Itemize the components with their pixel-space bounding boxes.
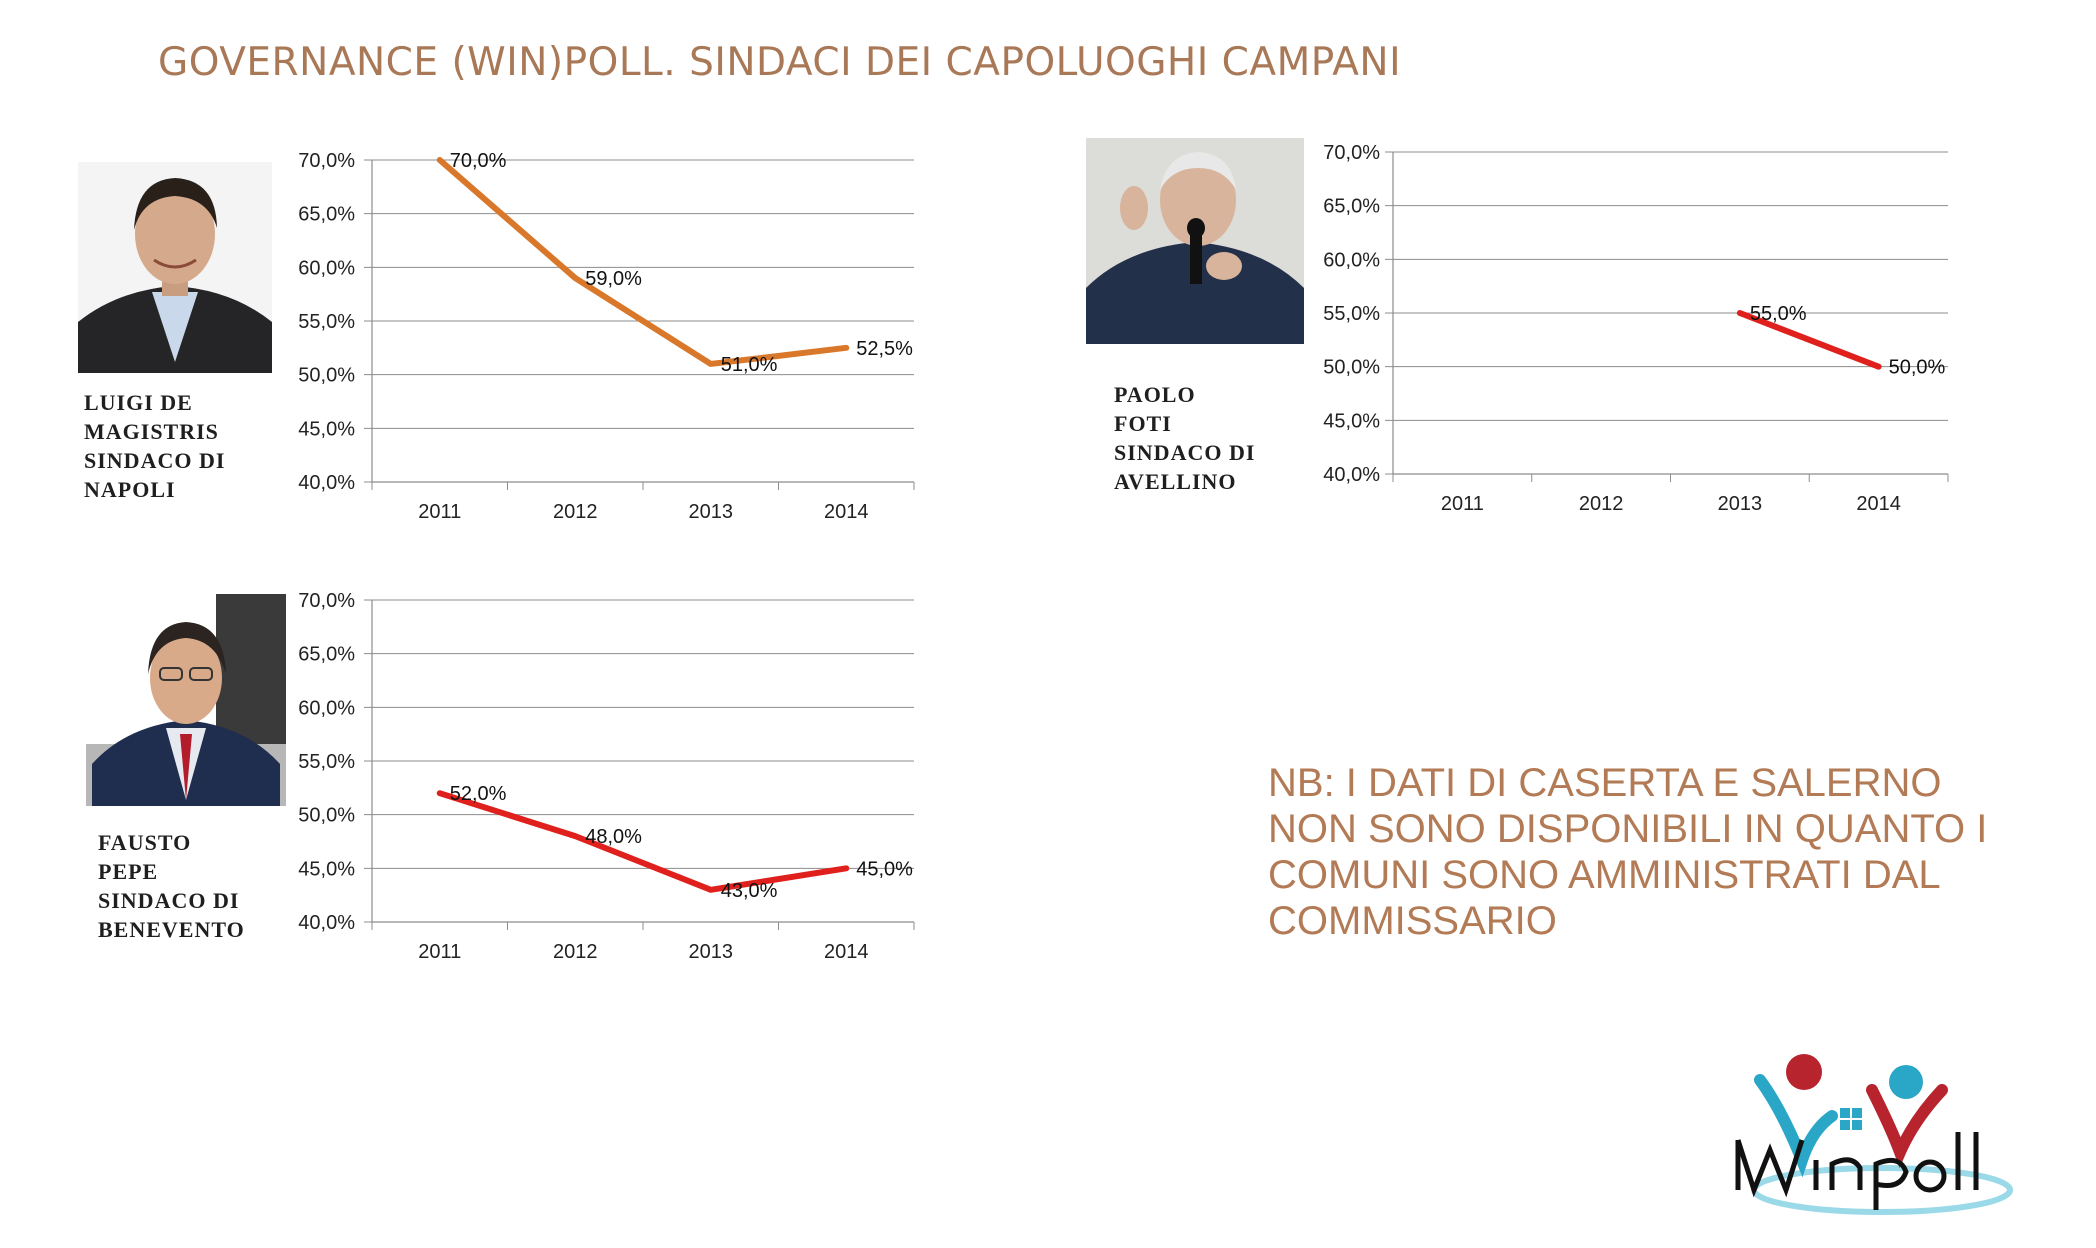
y-tick-label: 40,0% xyxy=(298,912,355,934)
data-label: 45,0% xyxy=(856,858,913,880)
x-tick-label: 2011 xyxy=(418,941,461,963)
y-tick-label: 65,0% xyxy=(1323,196,1380,218)
y-tick-label: 70,0% xyxy=(298,150,355,172)
data-point xyxy=(572,833,578,839)
nb-note: NB: I DATI DI CASERTA E SALERNO NON SONO… xyxy=(1268,761,1988,943)
page-title: GOVERNANCE (WIN)POLL. SINDACI DEI CAPOLU… xyxy=(158,40,1402,85)
data-point xyxy=(1737,310,1743,316)
data-label: 48,0% xyxy=(585,826,642,848)
y-tick-label: 50,0% xyxy=(298,365,355,387)
mayor-photo-avellino xyxy=(1086,138,1304,344)
y-tick-label: 70,0% xyxy=(1323,142,1380,164)
mayor-photo-benevento xyxy=(86,594,286,806)
y-tick-label: 50,0% xyxy=(298,805,355,827)
y-tick-label: 55,0% xyxy=(298,311,355,333)
data-point xyxy=(708,887,714,893)
mayor-photo-napoli xyxy=(78,162,272,373)
data-label: 52,0% xyxy=(450,783,507,805)
x-tick-label: 2011 xyxy=(1441,493,1484,515)
x-tick-label: 2012 xyxy=(553,501,598,523)
data-point xyxy=(843,345,849,351)
data-label: 70,0% xyxy=(450,150,507,172)
mayor-caption-benevento: FAUSTO PEPE SINDACO DI BENEVENTO xyxy=(98,830,245,942)
data-point xyxy=(437,790,443,796)
y-tick-label: 40,0% xyxy=(1323,464,1380,486)
x-tick-label: 2012 xyxy=(553,941,598,963)
x-tick-label: 2014 xyxy=(824,501,869,523)
y-tick-label: 65,0% xyxy=(298,204,355,226)
x-tick-label: 2012 xyxy=(1579,493,1624,515)
y-tick-label: 55,0% xyxy=(298,751,355,773)
x-tick-label: 2013 xyxy=(1718,493,1763,515)
x-tick-label: 2011 xyxy=(418,501,461,523)
data-point xyxy=(572,275,578,281)
data-point xyxy=(843,865,849,871)
y-tick-label: 40,0% xyxy=(298,472,355,494)
series-line xyxy=(436,790,850,893)
data-label: 55,0% xyxy=(1750,303,1807,325)
y-tick-label: 50,0% xyxy=(1323,357,1380,379)
y-tick-label: 55,0% xyxy=(1323,303,1380,325)
series-line xyxy=(436,157,850,367)
y-tick-label: 60,0% xyxy=(1323,249,1380,271)
x-tick-label: 2014 xyxy=(1856,493,1901,515)
data-label: 51,0% xyxy=(721,354,778,376)
data-label: 50,0% xyxy=(1889,357,1946,379)
series-line xyxy=(1736,310,1882,370)
x-tick-label: 2013 xyxy=(689,501,734,523)
y-tick-label: 70,0% xyxy=(298,590,355,612)
y-tick-label: 45,0% xyxy=(1323,410,1380,432)
y-tick-label: 60,0% xyxy=(298,697,355,719)
data-label: 43,0% xyxy=(721,880,778,902)
data-label: 59,0% xyxy=(585,268,642,290)
y-tick-label: 45,0% xyxy=(298,418,355,440)
mayor-caption-napoli: LUIGI DE MAGISTRIS SINDACO DI NAPOLI xyxy=(84,390,226,502)
y-tick-label: 60,0% xyxy=(298,257,355,279)
winpoll-logo xyxy=(1735,1054,2013,1215)
data-point xyxy=(708,361,714,367)
x-tick-label: 2013 xyxy=(689,941,734,963)
data-label: 52,5% xyxy=(856,338,913,360)
data-point xyxy=(437,157,443,163)
data-point xyxy=(1876,364,1882,370)
y-tick-label: 45,0% xyxy=(298,858,355,880)
x-tick-label: 2014 xyxy=(824,941,869,963)
y-tick-label: 65,0% xyxy=(298,644,355,666)
mayor-caption-avellino: PAOLO FOTI SINDACO DI AVELLINO xyxy=(1114,382,1256,494)
